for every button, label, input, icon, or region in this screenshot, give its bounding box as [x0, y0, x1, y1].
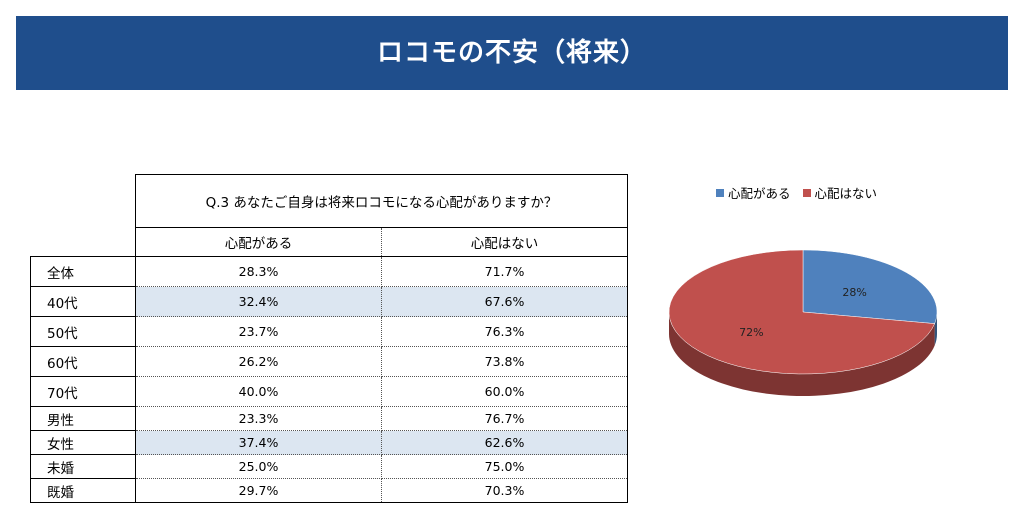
cell-not-worried: 71.7%: [381, 256, 628, 287]
cell-not-worried: 70.3%: [381, 478, 628, 503]
cell-not-worried: 76.7%: [381, 406, 628, 431]
header-not-worried: 心配はない: [381, 227, 628, 257]
pie-slice-1: [668, 249, 935, 375]
row-label: 50代: [30, 316, 136, 347]
legend-item-not-worried: 心配はない: [802, 183, 878, 202]
table-row: 40代 32.4% 67.6%: [30, 286, 628, 317]
survey-table: Q.3 あなたご自身は将来ロコモになる心配がありますか？ 心配がある 心配はない…: [30, 174, 628, 503]
pie-slice-side-1: [669, 312, 935, 396]
cell-not-worried: 60.0%: [381, 376, 628, 407]
header-worried: 心配がある: [135, 227, 382, 257]
cell-not-worried: 73.8%: [381, 346, 628, 377]
row-label: 40代: [30, 286, 136, 317]
page-title: ロコモの不安（将来）: [376, 38, 647, 68]
row-label: 60代: [30, 346, 136, 377]
legend-swatch-worried: [716, 188, 724, 197]
legend-item-worried: 心配がある: [716, 183, 791, 202]
question-row: Q.3 あなたご自身は将来ロコモになる心配がありますか？: [31, 174, 628, 228]
cell-worried: 29.7%: [135, 478, 382, 503]
table-row: 既婚 29.7% 70.3%: [30, 478, 628, 503]
row-label: 未婚: [30, 454, 136, 479]
cell-worried: 40.0%: [135, 376, 382, 407]
cell-worried: 26.2%: [135, 346, 382, 377]
table-row: 70代 40.0% 60.0%: [30, 376, 628, 407]
table-row: 男性 23.3% 76.7%: [30, 406, 628, 431]
pie-label-1: 72%: [739, 326, 763, 339]
cell-not-worried: 75.0%: [381, 454, 628, 479]
cell-worried: 23.3%: [135, 406, 382, 431]
row-label: 男性: [30, 406, 136, 431]
table-row: 全体 28.3% 71.7%: [30, 256, 628, 287]
legend-swatch-not-worried: [802, 188, 811, 197]
legend-label-worried: 心配がある: [728, 186, 791, 201]
question-text: Q.3 あなたご自身は将来ロコモになる心配がありますか？: [135, 174, 628, 228]
pie-chart: 28% 72%: [668, 249, 938, 396]
cell-worried: 25.0%: [135, 454, 382, 479]
pie-label-0: 28%: [842, 286, 866, 299]
row-label: 全体: [30, 256, 136, 287]
row-label: 女性: [30, 430, 136, 455]
table-row: 50代 23.7% 76.3%: [30, 316, 628, 347]
cell-worried: 32.4%: [135, 286, 382, 317]
cell-worried: 37.4%: [135, 430, 382, 455]
chart-legend: 心配がある 心配はない: [716, 183, 889, 202]
cell-worried: 28.3%: [135, 256, 382, 287]
table-row: 60代 26.2% 73.8%: [30, 346, 628, 377]
row-label: 既婚: [30, 478, 136, 503]
cell-not-worried: 67.6%: [381, 286, 628, 317]
cell-not-worried: 62.6%: [381, 430, 628, 455]
legend-label-not-worried: 心配はない: [814, 186, 878, 201]
cell-worried: 23.7%: [135, 316, 382, 347]
pie-slice-side-0: [934, 312, 937, 346]
table-row: 未婚 25.0% 75.0%: [30, 454, 628, 479]
corner-cell: [31, 175, 136, 257]
table-row: 女性 37.4% 62.6%: [30, 430, 628, 455]
row-label: 70代: [30, 376, 136, 407]
title-banner: ロコモの不安（将来）: [16, 16, 1008, 90]
pie-slice-0: [802, 249, 938, 324]
cell-not-worried: 76.3%: [381, 316, 628, 347]
header-row: 心配がある 心配はない: [31, 227, 628, 257]
